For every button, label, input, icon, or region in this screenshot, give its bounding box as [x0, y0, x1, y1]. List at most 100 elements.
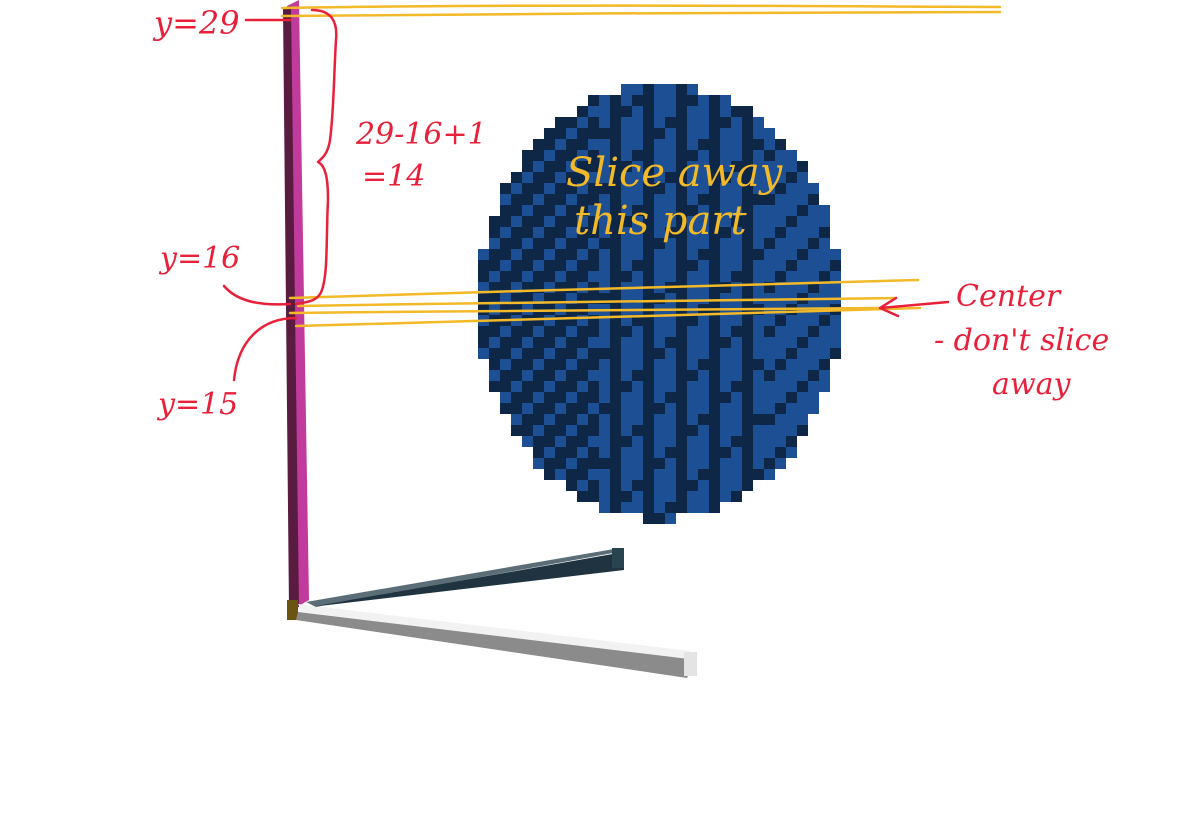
- sphere-voxel: [621, 106, 632, 117]
- sphere-voxel: [709, 117, 720, 128]
- sphere-voxel: [632, 128, 643, 139]
- sphere-voxel: [599, 359, 610, 370]
- sphere-voxel: [764, 260, 775, 271]
- sphere-voxel: [500, 205, 511, 216]
- sphere-voxel: [709, 348, 720, 359]
- sphere-voxel: [621, 84, 632, 95]
- sphere-voxel: [731, 458, 742, 469]
- sphere-voxel: [698, 348, 709, 359]
- sphere-voxel: [599, 502, 610, 513]
- sphere-voxel: [698, 282, 709, 293]
- sphere-voxel: [577, 227, 588, 238]
- sphere-voxel: [808, 326, 819, 337]
- sphere-voxel: [500, 194, 511, 205]
- sphere-voxel: [511, 403, 522, 414]
- sphere-voxel: [632, 249, 643, 260]
- sphere-voxel: [599, 370, 610, 381]
- sphere-voxel: [698, 425, 709, 436]
- sphere-voxel: [610, 150, 621, 161]
- sphere-voxel: [621, 161, 632, 172]
- sphere-voxel: [632, 403, 643, 414]
- sphere-voxel: [786, 436, 797, 447]
- sphere-voxel: [764, 359, 775, 370]
- sphere-voxel: [830, 315, 841, 326]
- sphere-voxel: [588, 436, 599, 447]
- sphere-voxel: [676, 249, 687, 260]
- sphere-voxel: [533, 458, 544, 469]
- sphere-voxel: [808, 238, 819, 249]
- sphere-voxel: [533, 183, 544, 194]
- sphere-voxel: [632, 161, 643, 172]
- sphere-voxel: [588, 370, 599, 381]
- sphere-voxel: [610, 392, 621, 403]
- sphere-voxel: [632, 480, 643, 491]
- sphere-voxel: [478, 249, 489, 260]
- sphere-voxel: [742, 161, 753, 172]
- sphere-voxel: [698, 161, 709, 172]
- sphere-voxel: [720, 150, 731, 161]
- sphere-voxel: [654, 128, 665, 139]
- sphere-voxel: [621, 95, 632, 106]
- sphere-voxel: [764, 150, 775, 161]
- sphere-voxel: [665, 326, 676, 337]
- sphere-voxel: [522, 304, 533, 315]
- sphere-voxel: [676, 216, 687, 227]
- sphere-voxel: [643, 447, 654, 458]
- sphere-voxel: [742, 172, 753, 183]
- sphere-voxel: [533, 337, 544, 348]
- sphere-voxel: [797, 172, 808, 183]
- sphere-voxel: [599, 337, 610, 348]
- sphere-voxel: [742, 337, 753, 348]
- sphere-voxel: [588, 414, 599, 425]
- sphere-voxel: [830, 249, 841, 260]
- sphere-voxel: [621, 172, 632, 183]
- sphere-voxel: [632, 106, 643, 117]
- sphere-voxel: [577, 293, 588, 304]
- sphere-voxel: [786, 370, 797, 381]
- sphere-voxel: [753, 194, 764, 205]
- sphere-voxel: [500, 381, 511, 392]
- sphere-voxel: [632, 359, 643, 370]
- sphere-voxel: [577, 370, 588, 381]
- sphere-voxel: [698, 128, 709, 139]
- sphere-voxel: [775, 326, 786, 337]
- sphere-voxel: [665, 227, 676, 238]
- sphere-voxel: [720, 458, 731, 469]
- sphere-voxel: [764, 469, 775, 480]
- sphere-voxel: [599, 117, 610, 128]
- sphere-voxel: [819, 337, 830, 348]
- sphere-voxel: [742, 150, 753, 161]
- sphere-voxel: [577, 106, 588, 117]
- sphere-voxel: [676, 293, 687, 304]
- sphere-voxel: [555, 458, 566, 469]
- sphere-voxel: [555, 370, 566, 381]
- sphere-voxel: [786, 403, 797, 414]
- sphere-voxel: [720, 95, 731, 106]
- sphere-voxel: [654, 348, 665, 359]
- sphere-voxel: [709, 370, 720, 381]
- sphere-voxel: [478, 348, 489, 359]
- sphere-voxel: [731, 469, 742, 480]
- sphere-voxel: [621, 139, 632, 150]
- sphere-voxel: [775, 227, 786, 238]
- sphere-voxel: [533, 425, 544, 436]
- sphere-voxel: [599, 326, 610, 337]
- sphere-voxel: [544, 458, 555, 469]
- sphere-voxel: [764, 249, 775, 260]
- sphere-voxel: [632, 95, 643, 106]
- sphere-voxel: [654, 414, 665, 425]
- sphere-voxel: [610, 359, 621, 370]
- sphere-voxel: [797, 403, 808, 414]
- sphere-voxel: [621, 227, 632, 238]
- sphere-voxel: [687, 414, 698, 425]
- sphere-voxel: [621, 260, 632, 271]
- sphere-voxel: [599, 392, 610, 403]
- sphere-voxel: [599, 128, 610, 139]
- sphere-voxel: [709, 216, 720, 227]
- sphere-voxel: [522, 205, 533, 216]
- sphere-voxel: [742, 425, 753, 436]
- sphere-voxel: [621, 117, 632, 128]
- sphere-voxel: [544, 205, 555, 216]
- sphere-voxel: [720, 216, 731, 227]
- sphere-voxel: [522, 414, 533, 425]
